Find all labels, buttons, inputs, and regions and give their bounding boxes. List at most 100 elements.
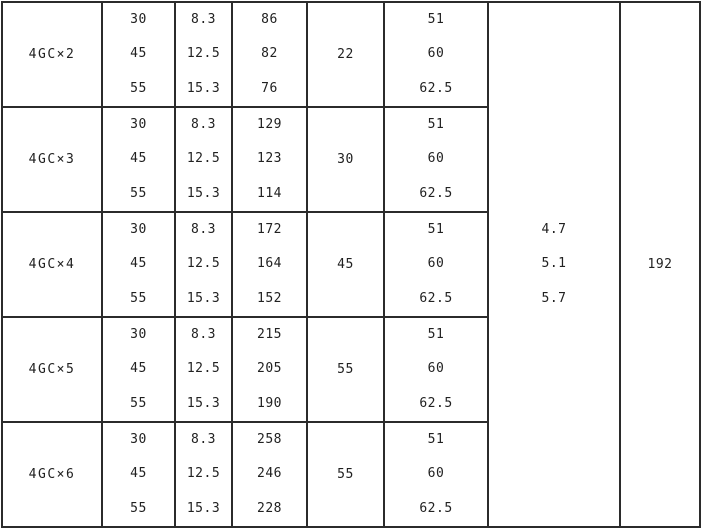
table-row: 4GC×3 30 45 55 8.3 12.5 15.3 129 123 114…: [1, 106, 700, 213]
cell-line: 15.3: [186, 290, 221, 306]
table-row: 4GC×5 30 45 55 8.3 12.5 15.3 215 205 190…: [1, 316, 700, 423]
cell-line: 15.3: [186, 500, 221, 516]
table-row: 4GC×6 30 45 55 8.3 12.5 15.3 258 246 228…: [1, 421, 700, 528]
cell-line: 30: [130, 327, 147, 343]
col6-cell: 51 60 62.5: [383, 1, 489, 108]
col5-cell: 45: [306, 211, 385, 318]
col8-merged-cell: 192: [619, 1, 701, 528]
cell-line: 15.3: [186, 395, 221, 411]
cell-line: 205: [257, 361, 282, 377]
cell-line: 123: [257, 151, 282, 167]
model-label: 4GC×4: [28, 257, 76, 272]
cell-line: 55: [130, 185, 147, 201]
cell-line: 8.3: [191, 432, 216, 448]
cell-line: 5.7: [541, 290, 567, 306]
cell-line: 55: [130, 80, 147, 96]
col4-cell: 258 246 228: [231, 421, 308, 528]
cell-line: 62.5: [419, 185, 453, 201]
cell-line: 45: [130, 46, 147, 62]
cell-line: 15.3: [186, 80, 221, 96]
cell-line: 45: [130, 361, 147, 377]
col4-cell: 172 164 152: [231, 211, 308, 318]
model-cell: 4GC×6: [1, 421, 103, 528]
cell-line: 30: [130, 222, 147, 238]
cell-line: 215: [257, 327, 282, 343]
cell-line: 55: [130, 500, 147, 516]
cell-line: 62.5: [419, 395, 453, 411]
model-cell: 4GC×4: [1, 211, 103, 318]
cell-line: 60: [427, 256, 445, 272]
cell-line: 15.3: [186, 185, 221, 201]
cell-line: 51: [427, 327, 445, 343]
cell-line: 114: [257, 185, 282, 201]
cell-value: 55: [337, 467, 354, 482]
cell-line: 51: [427, 12, 445, 28]
col3-cell: 8.3 12.5 15.3: [174, 316, 233, 423]
col2-cell: 30 45 55: [101, 421, 176, 528]
cell-line: 45: [130, 256, 147, 272]
model-label: 4GC×3: [28, 152, 76, 167]
col6-cell: 51 60 62.5: [383, 106, 489, 213]
cell-line: 62.5: [419, 290, 453, 306]
cell-line: 8.3: [191, 117, 216, 133]
col2-cell: 30 45 55: [101, 106, 176, 213]
col6-cell: 51 60 62.5: [383, 421, 489, 528]
cell-line: 8.3: [191, 222, 216, 238]
cell-line: 12.5: [186, 361, 221, 377]
cell-line: 12.5: [186, 46, 221, 62]
model-cell: 4GC×2: [1, 1, 103, 108]
cell-line: 12.5: [186, 256, 221, 272]
cell-line: 190: [257, 395, 282, 411]
cell-line: 55: [130, 395, 147, 411]
cell-line: 60: [427, 361, 445, 377]
col3-cell: 8.3 12.5 15.3: [174, 1, 233, 108]
col3-cell: 8.3 12.5 15.3: [174, 106, 233, 213]
col6-cell: 51 60 62.5: [383, 211, 489, 318]
cell-line: 164: [257, 256, 282, 272]
cell-line: 258: [257, 432, 282, 448]
model-label: 4GC×6: [28, 467, 76, 482]
cell-line: 228: [257, 500, 282, 516]
cell-line: 8.3: [191, 327, 216, 343]
col2-cell: 30 45 55: [101, 1, 176, 108]
cell-line: 55: [130, 290, 147, 306]
cell-line: 60: [427, 466, 445, 482]
col6-cell: 51 60 62.5: [383, 316, 489, 423]
cell-line: 62.5: [419, 500, 453, 516]
col5-cell: 55: [306, 316, 385, 423]
col4-cell: 129 123 114: [231, 106, 308, 213]
cell-line: 4.7: [541, 222, 567, 238]
col2-cell: 30 45 55: [101, 211, 176, 318]
cell-line: 60: [427, 151, 445, 167]
cell-line: 86: [261, 12, 278, 28]
cell-line: 12.5: [186, 466, 221, 482]
col4-cell: 86 82 76: [231, 1, 308, 108]
col3-cell: 8.3 12.5 15.3: [174, 211, 233, 318]
cell-line: 30: [130, 12, 147, 28]
model-label: 4GC×5: [28, 362, 76, 377]
cell-line: 76: [261, 80, 278, 96]
model-cell: 4GC×5: [1, 316, 103, 423]
col5-cell: 22: [306, 1, 385, 108]
col5-cell: 30: [306, 106, 385, 213]
cell-line: 82: [261, 46, 278, 62]
cell-line: 152: [257, 290, 282, 306]
cell-line: 45: [130, 466, 147, 482]
cell-line: 51: [427, 432, 445, 448]
col3-cell: 8.3 12.5 15.3: [174, 421, 233, 528]
col5-cell: 55: [306, 421, 385, 528]
cell-line: 172: [257, 222, 282, 238]
cell-line: 51: [427, 117, 445, 133]
col7-merged-cell: 4.7 5.1 5.7: [487, 1, 621, 528]
col4-cell: 215 205 190: [231, 316, 308, 423]
cell-line: 30: [130, 117, 147, 133]
cell-line: 129: [257, 117, 282, 133]
cell-line: 51: [427, 222, 445, 238]
col2-cell: 30 45 55: [101, 316, 176, 423]
cell-line: 5.1: [541, 256, 567, 272]
cell-value: 55: [337, 362, 354, 377]
cell-line: 62.5: [419, 80, 453, 96]
model-cell: 4GC×3: [1, 106, 103, 213]
